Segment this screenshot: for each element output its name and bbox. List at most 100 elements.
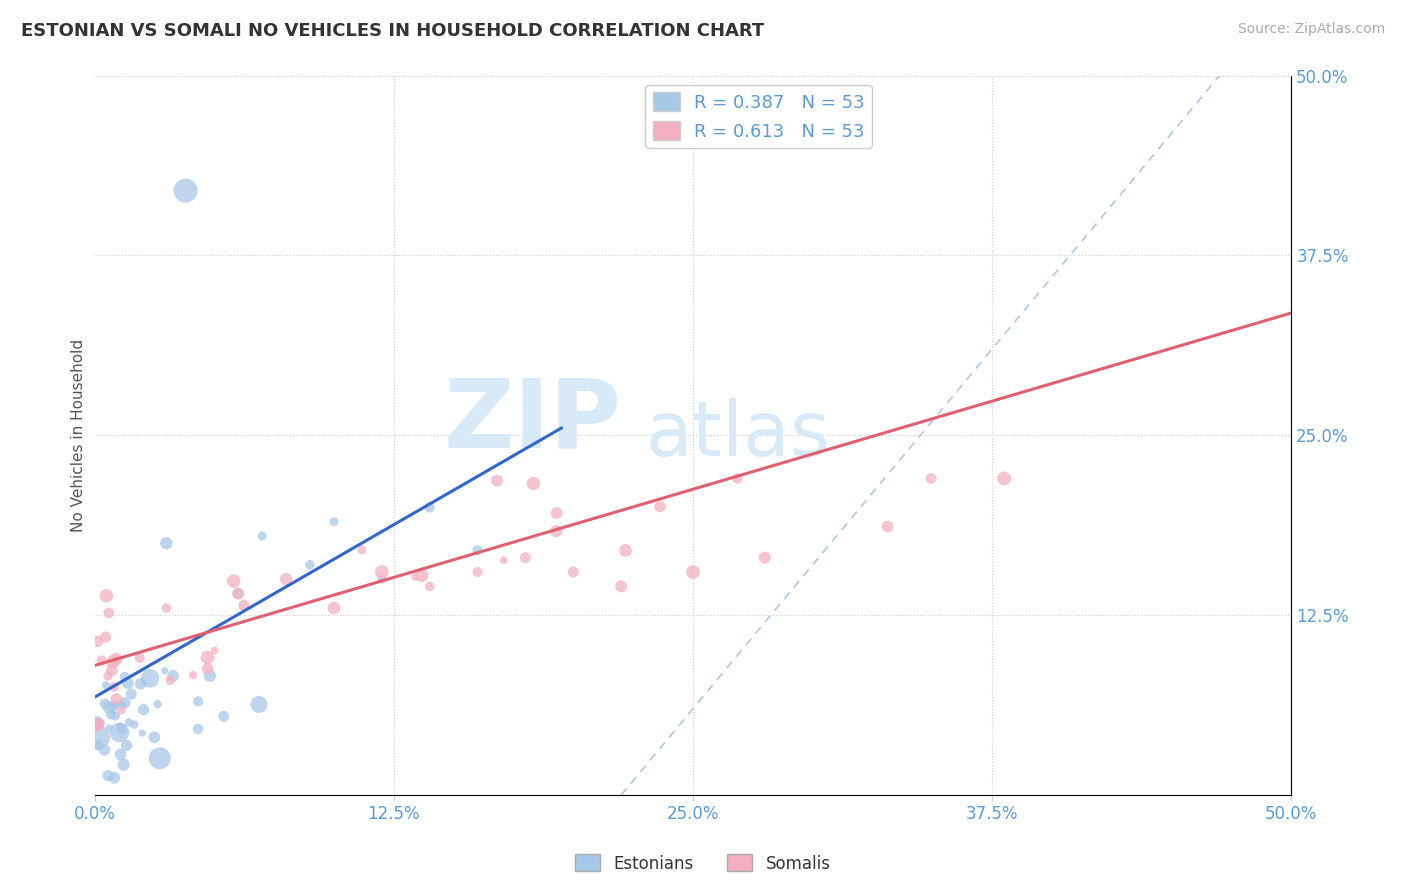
Point (197, 650, 219, 665)
Point (515, 550, 537, 565)
Point (103, 680, 125, 694)
Point (118, 715, 141, 730)
Point (155, 536, 177, 550)
Point (87, 717, 110, 731)
Point (103, 699, 125, 714)
Point (110, 719, 132, 733)
Text: ESTONIAN VS SOMALI NO VEHICLES IN HOUSEHOLD CORRELATION CHART: ESTONIAN VS SOMALI NO VEHICLES IN HOUSEH… (21, 22, 765, 40)
Point (153, 664, 176, 678)
Point (725, 471, 748, 485)
Point (86, 634, 108, 648)
Point (162, 669, 184, 683)
Point (105, 652, 128, 666)
Point (131, 726, 153, 740)
Point (411, 568, 433, 582)
Legend: Estonians, Somalis: Estonians, Somalis (568, 847, 838, 880)
Text: atlas: atlas (645, 399, 830, 472)
Point (323, 515, 346, 529)
Point (155, 601, 177, 615)
Point (419, 500, 441, 515)
Point (87, 738, 110, 752)
Point (98, 721, 121, 735)
Point (114, 669, 136, 683)
Point (682, 565, 704, 579)
Point (187, 694, 209, 708)
Point (96, 589, 118, 603)
Point (419, 579, 441, 593)
Point (146, 697, 169, 711)
Point (97, 769, 120, 783)
Point (546, 506, 568, 520)
Point (139, 671, 162, 685)
Point (197, 662, 219, 676)
Point (143, 731, 166, 745)
Point (212, 709, 235, 723)
Point (122, 717, 145, 731)
Point (97, 606, 120, 620)
Point (920, 471, 942, 485)
Text: ZIP: ZIP (443, 375, 621, 467)
Point (250, 529, 273, 543)
Point (467, 565, 489, 579)
Point (247, 698, 270, 712)
Text: Source: ZipAtlas.com: Source: ZipAtlas.com (1237, 22, 1385, 37)
Point (100, 707, 122, 722)
Point (108, 725, 131, 739)
Point (110, 703, 132, 717)
Point (110, 747, 132, 762)
Point (105, 692, 128, 706)
Point (323, 601, 346, 615)
Point (112, 696, 135, 710)
Point (993, 471, 1015, 485)
Point (101, 655, 124, 669)
Legend: R = 0.387   N = 53, R = 0.613   N = 53: R = 0.387 N = 53, R = 0.613 N = 53 (645, 85, 872, 148)
Point (103, 771, 125, 785)
Point (650, 500, 672, 514)
Point (226, 586, 249, 600)
Point (226, 586, 249, 600)
Point (84, 718, 107, 732)
Y-axis label: No Vehicles in Household: No Vehicles in Household (72, 339, 86, 532)
Point (149, 751, 172, 765)
Point (112, 757, 135, 772)
Point (132, 703, 155, 717)
Point (117, 676, 139, 690)
Point (467, 543, 489, 558)
Point (492, 553, 515, 567)
Point (614, 543, 637, 558)
Point (876, 519, 898, 533)
Point (485, 474, 508, 488)
Point (86, 714, 108, 728)
Point (86, 718, 108, 732)
Point (222, 574, 245, 589)
Point (128, 651, 150, 665)
Point (298, 558, 321, 572)
Point (87, 731, 110, 745)
Point (233, 599, 256, 613)
Point (90, 653, 112, 667)
Point (274, 572, 297, 586)
Point (174, 184, 197, 198)
Point (101, 664, 124, 678)
Point (90, 715, 112, 730)
Point (129, 677, 152, 691)
Point (97, 700, 120, 714)
Point (94, 630, 117, 644)
Point (104, 708, 127, 723)
Point (546, 524, 568, 539)
Point (754, 550, 776, 565)
Point (187, 722, 209, 736)
Point (159, 673, 181, 688)
Point (111, 698, 134, 712)
Point (404, 570, 426, 584)
Point (204, 643, 226, 657)
Point (111, 723, 134, 737)
Point (104, 698, 127, 712)
Point (522, 476, 544, 491)
Point (371, 572, 394, 586)
Point (115, 739, 138, 753)
Point (610, 579, 633, 593)
Point (94, 678, 117, 692)
Point (198, 669, 221, 683)
Point (350, 542, 373, 557)
